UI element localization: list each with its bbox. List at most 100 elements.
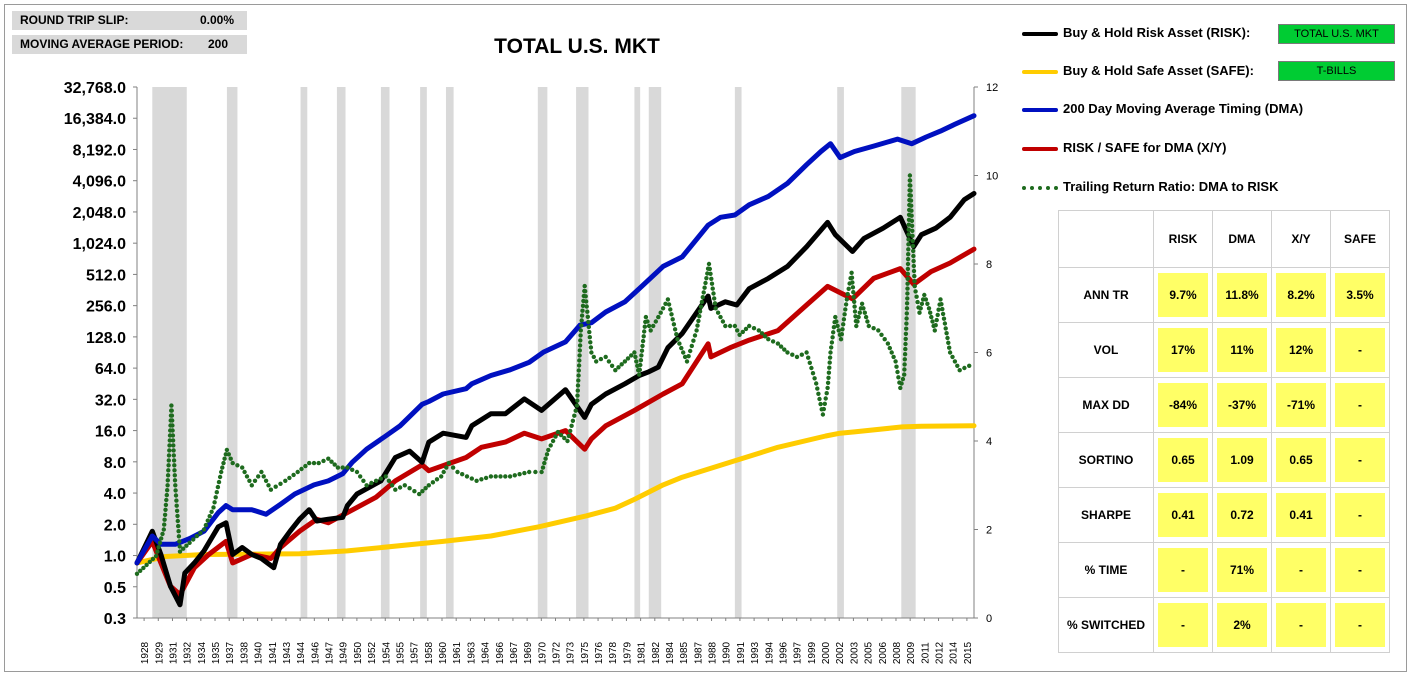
ratio-point [700,295,705,300]
ratio-point [546,447,551,453]
stats-row-ann-tr: ANN TR 9.7% 11.8% 8.2% 3.5% [1058,267,1390,323]
ratio-point [572,413,577,418]
ratio-point [810,371,816,376]
ratio-point [259,469,264,475]
x-tick-label: 1987 [693,641,704,664]
ratio-point [373,478,379,483]
ratio-point [850,280,855,285]
ratio-point [213,495,218,500]
safe-asset-tag: T-BILLS [1278,61,1395,81]
ratio-point [176,523,181,529]
ratio-point [708,271,713,276]
ratio-point [895,369,900,375]
ratio-point [332,462,337,467]
ratio-point [812,376,817,381]
ratio-point [171,458,177,463]
legend-swatch-risk [1022,32,1058,36]
ratio-point [804,350,809,355]
ratio-point [215,484,221,490]
ratio-point [619,362,624,367]
legend-label-xy: RISK / SAFE for DMA (X/Y) [1063,140,1227,155]
ratio-point [446,460,451,466]
ratio-point [369,480,374,486]
y-tick-label: 2.0 [104,517,126,534]
ratio-point [909,203,914,208]
ratio-point [909,213,914,218]
ratio-point [908,193,913,198]
ratio-point [575,383,581,388]
cell: -37% [1212,377,1272,433]
ratio-point [609,363,615,368]
recession-band [445,87,454,618]
ratio-point [591,354,596,360]
row-label: MAX DD [1058,377,1154,433]
cell: 8.2% [1271,267,1331,323]
col-safe: SAFE [1330,210,1390,268]
ratio-point [816,391,821,396]
ratio-point [906,252,911,257]
ratio-point [828,350,833,355]
ratio-point [905,256,911,262]
ratio-point [926,306,932,311]
ratio-point [172,473,177,478]
cell: - [1330,542,1390,598]
ratio-point [849,270,854,275]
cell: 11% [1212,322,1272,378]
ratio-point [747,323,752,329]
ratio-point [906,232,911,237]
ratio-point [181,546,186,551]
ratio-point [175,513,180,519]
ratio-point [643,314,649,320]
ratio-point [679,345,684,351]
ratio-point [544,452,550,457]
ratio-point [579,313,585,318]
ratio-point [905,291,910,296]
ratio-point [622,359,628,364]
cell: 0.65 [1153,432,1213,488]
ratio-point [147,559,152,565]
ratio-point [903,346,908,352]
legend-dma: 200 Day Moving Average Timing (DMA) [1022,99,1332,119]
ratio-point [230,460,235,466]
cell-value: -84% [1158,383,1208,427]
ratio-point [205,518,210,523]
ratio-point [584,304,589,309]
x-tick-label: 1952 [367,641,378,664]
x-tick-label: 1994 [764,641,775,664]
cell: 0.41 [1271,487,1331,543]
ratio-point [820,412,826,417]
cell: 11.8% [1212,267,1272,323]
ratio-point [904,301,910,306]
ratio-point [766,337,771,342]
x-tick-label: 1966 [495,641,506,664]
ratio-point [902,372,907,377]
x-tick-label: 1963 [466,641,477,664]
ratio-point [176,534,182,539]
ratio-point [840,327,845,332]
ratio-point [822,401,827,406]
ratio-point [420,489,425,494]
ratio-point [908,198,914,203]
x-tick-label: 1984 [665,641,676,664]
ratio-point [947,345,952,350]
ratio-point [479,477,484,482]
ratio-point [898,385,903,391]
ratio-point [155,549,160,554]
ratio-point [709,281,715,286]
ratio-point [908,188,913,193]
ratio-point [932,328,937,333]
ratio-point [756,328,761,333]
x-tick-label: 1999 [807,641,818,664]
ratio-point [852,304,857,309]
ratio-point [911,268,917,274]
cell: -71% [1271,377,1331,433]
ratio-point [952,359,958,364]
ratio-point [900,376,906,382]
ratio-point [831,330,836,335]
ratio-point [166,453,172,458]
ratio-point [905,281,910,286]
series-line [134,113,977,566]
ratio-point [303,463,308,469]
ratio-point [165,473,171,478]
